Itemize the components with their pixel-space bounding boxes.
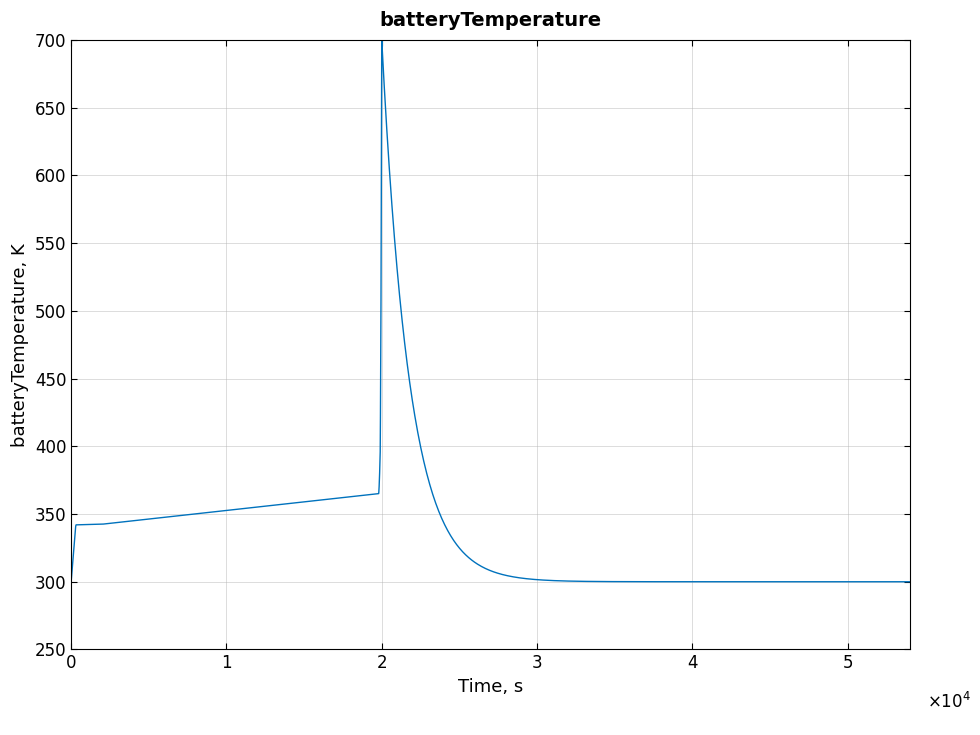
Y-axis label: batteryTemperature, K: batteryTemperature, K xyxy=(11,243,29,447)
Title: batteryTemperature: batteryTemperature xyxy=(379,11,602,30)
X-axis label: Time, s: Time, s xyxy=(458,678,523,696)
Text: $\times10^4$: $\times10^4$ xyxy=(926,692,970,712)
